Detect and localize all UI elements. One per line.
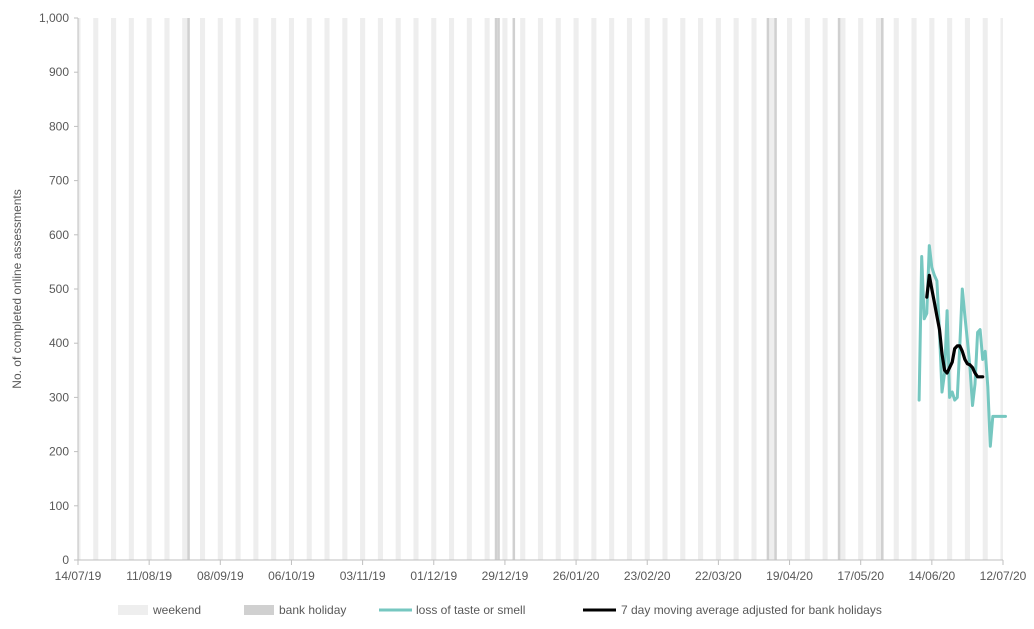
x-tick-label: 08/09/19 xyxy=(197,569,244,583)
weekend-band xyxy=(538,18,543,560)
bank-holiday-band xyxy=(187,18,190,560)
weekend-band xyxy=(307,18,312,560)
legend-swatch xyxy=(118,605,148,615)
weekend-band xyxy=(894,18,899,560)
background-bands xyxy=(78,18,1003,560)
x-tick-label: 19/04/20 xyxy=(766,569,813,583)
weekend-band xyxy=(912,18,917,560)
bank-holiday-band xyxy=(495,18,498,560)
y-tick-label: 500 xyxy=(49,282,69,296)
weekend-band xyxy=(627,18,632,560)
legend-label: 7 day moving average adjusted for bank h… xyxy=(621,603,882,617)
series-line xyxy=(927,275,983,376)
bank-holiday-band xyxy=(838,18,841,560)
y-tick-label: 1,000 xyxy=(39,11,69,25)
legend-swatch xyxy=(244,605,274,615)
weekend-band xyxy=(556,18,561,560)
weekend-band xyxy=(787,18,792,560)
weekend-band xyxy=(591,18,596,560)
weekend-band xyxy=(680,18,685,560)
weekend-band xyxy=(147,18,152,560)
bank-holiday-band xyxy=(513,18,516,560)
weekend-band xyxy=(698,18,703,560)
y-tick-label: 900 xyxy=(49,65,69,79)
bank-holiday-band xyxy=(767,18,770,560)
weekend-band xyxy=(609,18,614,560)
x-tick-label: 12/07/20 xyxy=(980,569,1027,583)
weekend-band xyxy=(413,18,418,560)
weekend-band xyxy=(271,18,276,560)
weekend-band xyxy=(324,18,329,560)
x-tick-label: 03/11/19 xyxy=(340,569,386,583)
bank-holiday-band xyxy=(774,18,777,560)
weekend-band xyxy=(93,18,98,560)
y-tick-label: 800 xyxy=(49,119,69,133)
weekend-band xyxy=(485,18,490,560)
weekend-band xyxy=(396,18,401,560)
weekend-band xyxy=(236,18,241,560)
bank-holiday-band xyxy=(881,18,884,560)
weekend-band xyxy=(449,18,454,560)
bank-holiday-band xyxy=(497,18,500,560)
weekend-band xyxy=(111,18,116,560)
weekend-band xyxy=(734,18,739,560)
y-tick-label: 600 xyxy=(49,228,69,242)
weekend-band xyxy=(520,18,525,560)
weekend-band xyxy=(574,18,579,560)
y-tick-label: 700 xyxy=(49,174,69,188)
weekend-band xyxy=(378,18,383,560)
x-tick-label: 14/06/20 xyxy=(908,569,955,583)
x-tick-label: 23/02/20 xyxy=(624,569,671,583)
weekend-band xyxy=(983,18,988,560)
weekend-band xyxy=(129,18,134,560)
weekend-band xyxy=(662,18,667,560)
weekend-band xyxy=(947,18,952,560)
x-tick-label: 06/10/19 xyxy=(268,569,315,583)
weekend-band xyxy=(360,18,365,560)
weekend-band xyxy=(769,18,774,560)
weekend-band xyxy=(805,18,810,560)
legend-label: loss of taste or smell xyxy=(416,603,525,617)
legend: weekend bank holiday loss of taste or smel… xyxy=(118,603,882,617)
weekend-band xyxy=(645,18,650,560)
weekend-band xyxy=(431,18,436,560)
x-tick-label: 22/03/20 xyxy=(695,569,742,583)
weekend-band xyxy=(164,18,169,560)
weekend-band xyxy=(840,18,845,560)
x-tick-label: 11/08/19 xyxy=(126,569,172,583)
weekend-band xyxy=(253,18,258,560)
weekend-band xyxy=(823,18,828,560)
y-tick-label: 0 xyxy=(62,553,69,567)
legend-label: weekend xyxy=(152,603,201,617)
weekend-band xyxy=(200,18,205,560)
x-tick-label: 01/12/19 xyxy=(410,569,457,583)
y-axis-title: No. of completed online assessments xyxy=(10,189,24,388)
y-tick-label: 400 xyxy=(49,336,69,350)
weekend-band xyxy=(218,18,223,560)
y-tick-label: 300 xyxy=(49,390,69,404)
legend-label: bank holiday xyxy=(279,603,346,617)
weekend-band xyxy=(751,18,756,560)
x-tick-label: 14/07/19 xyxy=(55,569,102,583)
weekend-band xyxy=(502,18,507,560)
y-tick-label: 200 xyxy=(49,445,69,459)
weekend-band xyxy=(289,18,294,560)
x-tick-label: 26/01/20 xyxy=(553,569,600,583)
axes: 0 100 200 300 400 500 600 700 800 900 1,000 14/07/1… xyxy=(10,11,1027,583)
weekend-band xyxy=(182,18,187,560)
weekend-band xyxy=(858,18,863,560)
x-tick-label: 29/12/19 xyxy=(482,569,529,583)
x-tick-label: 17/05/20 xyxy=(837,569,884,583)
weekend-band xyxy=(876,18,881,560)
weekend-band xyxy=(1000,18,1003,560)
weekend-band xyxy=(965,18,970,560)
weekend-band xyxy=(716,18,721,560)
y-tick-label: 100 xyxy=(49,499,69,513)
weekend-band xyxy=(467,18,472,560)
weekend-band xyxy=(342,18,347,560)
